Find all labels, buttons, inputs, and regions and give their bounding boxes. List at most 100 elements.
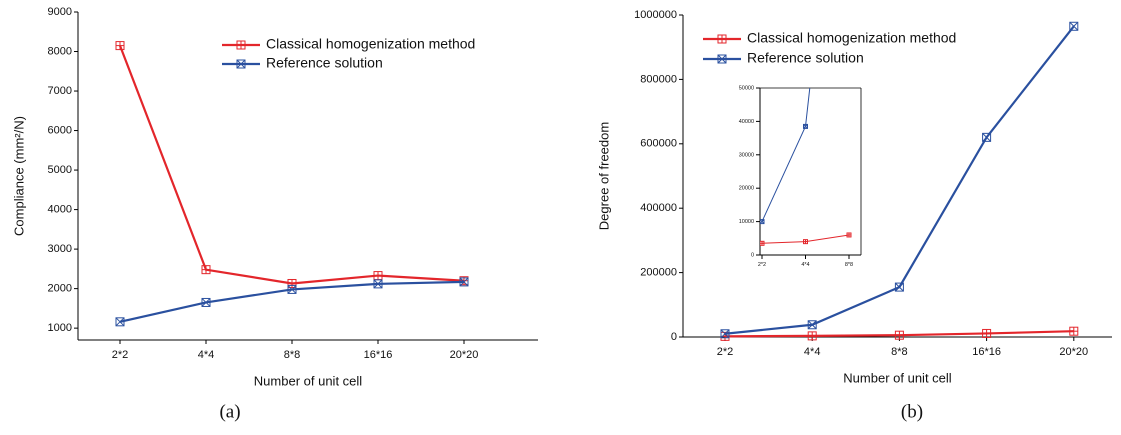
legend-marker [236, 40, 246, 50]
marker-box [717, 54, 727, 64]
marker-stroke [895, 282, 904, 292]
marker-stroke [201, 298, 211, 307]
x-tick-label: 20*20 [1059, 346, 1088, 358]
legend-marker [717, 34, 727, 44]
marker-box [982, 132, 992, 142]
marker-stroke [236, 59, 246, 69]
y-tick-label: 400000 [640, 202, 677, 214]
x-tick-label: 4*4 [198, 349, 215, 361]
y-tick-label: 50000 [739, 85, 754, 91]
x-tick-label: 16*16 [972, 346, 1001, 358]
data-point [201, 265, 211, 275]
data-point [115, 317, 125, 327]
series-line [118, 45, 465, 285]
data-point [373, 271, 383, 281]
y-tick-label: 5000 [48, 164, 72, 176]
caption: (b) [901, 401, 923, 422]
x-axis-label: Number of unit cell [843, 370, 951, 385]
y-tick-label: 30000 [739, 152, 754, 158]
data-point [803, 239, 808, 245]
y-tick-label: 0 [751, 252, 754, 258]
data-point [1069, 21, 1079, 31]
y-tick-label: 7000 [48, 85, 72, 97]
plot-area [115, 41, 469, 327]
data-point [760, 240, 765, 246]
y-tick-label: 40000 [739, 119, 754, 125]
plot-area [760, 88, 852, 246]
y-axis-label: Degree of freedom [596, 122, 611, 230]
marker-box [459, 277, 469, 287]
marker-box [236, 59, 246, 69]
plot-area [720, 21, 1079, 341]
y-tick-label: 1000000 [634, 9, 677, 21]
legend-label: Reference solution [747, 50, 864, 66]
marker-stroke [807, 320, 817, 330]
marker-box [807, 320, 817, 330]
data-point [1069, 326, 1079, 336]
legend-marker [717, 54, 727, 64]
marker-stroke [287, 285, 297, 294]
x-tick-label: 2*2 [112, 349, 129, 361]
marker-stroke [803, 124, 808, 129]
marker-stroke [720, 329, 730, 339]
y-tick-label: 4000 [48, 203, 72, 215]
x-axis-label: Number of unit cell [254, 373, 362, 388]
y-tick-label: 3000 [48, 243, 72, 255]
marker-stroke [982, 133, 991, 142]
x-tick-label: 8*8 [284, 349, 301, 361]
marker-box [894, 282, 904, 292]
data-point [287, 284, 297, 294]
marker-stroke [1069, 21, 1079, 31]
marker-box [803, 123, 808, 129]
data-point [459, 277, 469, 287]
x-tick-label: 8*8 [891, 346, 908, 358]
marker-box [115, 317, 125, 327]
data-point [807, 320, 817, 330]
y-tick-label: 6000 [48, 124, 72, 136]
x-tick-label: 2*2 [717, 346, 734, 358]
data-point [894, 282, 904, 292]
data-point [115, 41, 125, 51]
legend-label: Classical homogenization method [266, 36, 475, 52]
legend-label: Reference solution [266, 55, 383, 71]
x-tick-label: 8*8 [845, 262, 853, 268]
data-point [982, 132, 992, 142]
data-point [803, 123, 808, 129]
y-tick-label: 10000 [739, 219, 754, 225]
y-tick-label: 600000 [640, 138, 677, 150]
legend-label: Classical homogenization method [747, 30, 956, 46]
y-tick-label: 0 [671, 331, 677, 343]
data-point [982, 328, 992, 338]
y-tick-label: 8000 [48, 45, 72, 57]
marker-box [201, 297, 211, 307]
marker-box [287, 284, 297, 294]
marker-box [373, 279, 383, 289]
x-tick-label: 4*4 [804, 346, 821, 358]
data-point [807, 331, 817, 341]
marker-stroke [459, 277, 469, 287]
data-point [287, 278, 297, 288]
caption: (a) [219, 401, 240, 422]
x-tick-label: 20*20 [450, 349, 479, 361]
y-tick-label: 800000 [640, 73, 677, 85]
marker-box [760, 219, 765, 225]
marker-stroke [760, 219, 765, 224]
y-tick-label: 20000 [739, 186, 754, 192]
data-point [760, 219, 765, 225]
marker-stroke [373, 279, 383, 289]
marker-stroke [717, 54, 727, 64]
marker-stroke [115, 317, 125, 327]
y-axis-label: Compliance (mm²/N) [11, 116, 26, 236]
legend-marker [236, 59, 246, 69]
x-tick-label: 2*2 [758, 262, 766, 268]
data-point [894, 330, 904, 340]
x-tick-label: 16*16 [364, 349, 393, 361]
x-tick-label: 4*4 [801, 262, 809, 268]
y-tick-label: 2000 [48, 283, 72, 295]
data-point [373, 279, 383, 289]
marker-box [720, 329, 730, 339]
y-tick-label: 1000 [48, 322, 72, 334]
data-point [846, 232, 852, 238]
data-point [201, 297, 211, 307]
